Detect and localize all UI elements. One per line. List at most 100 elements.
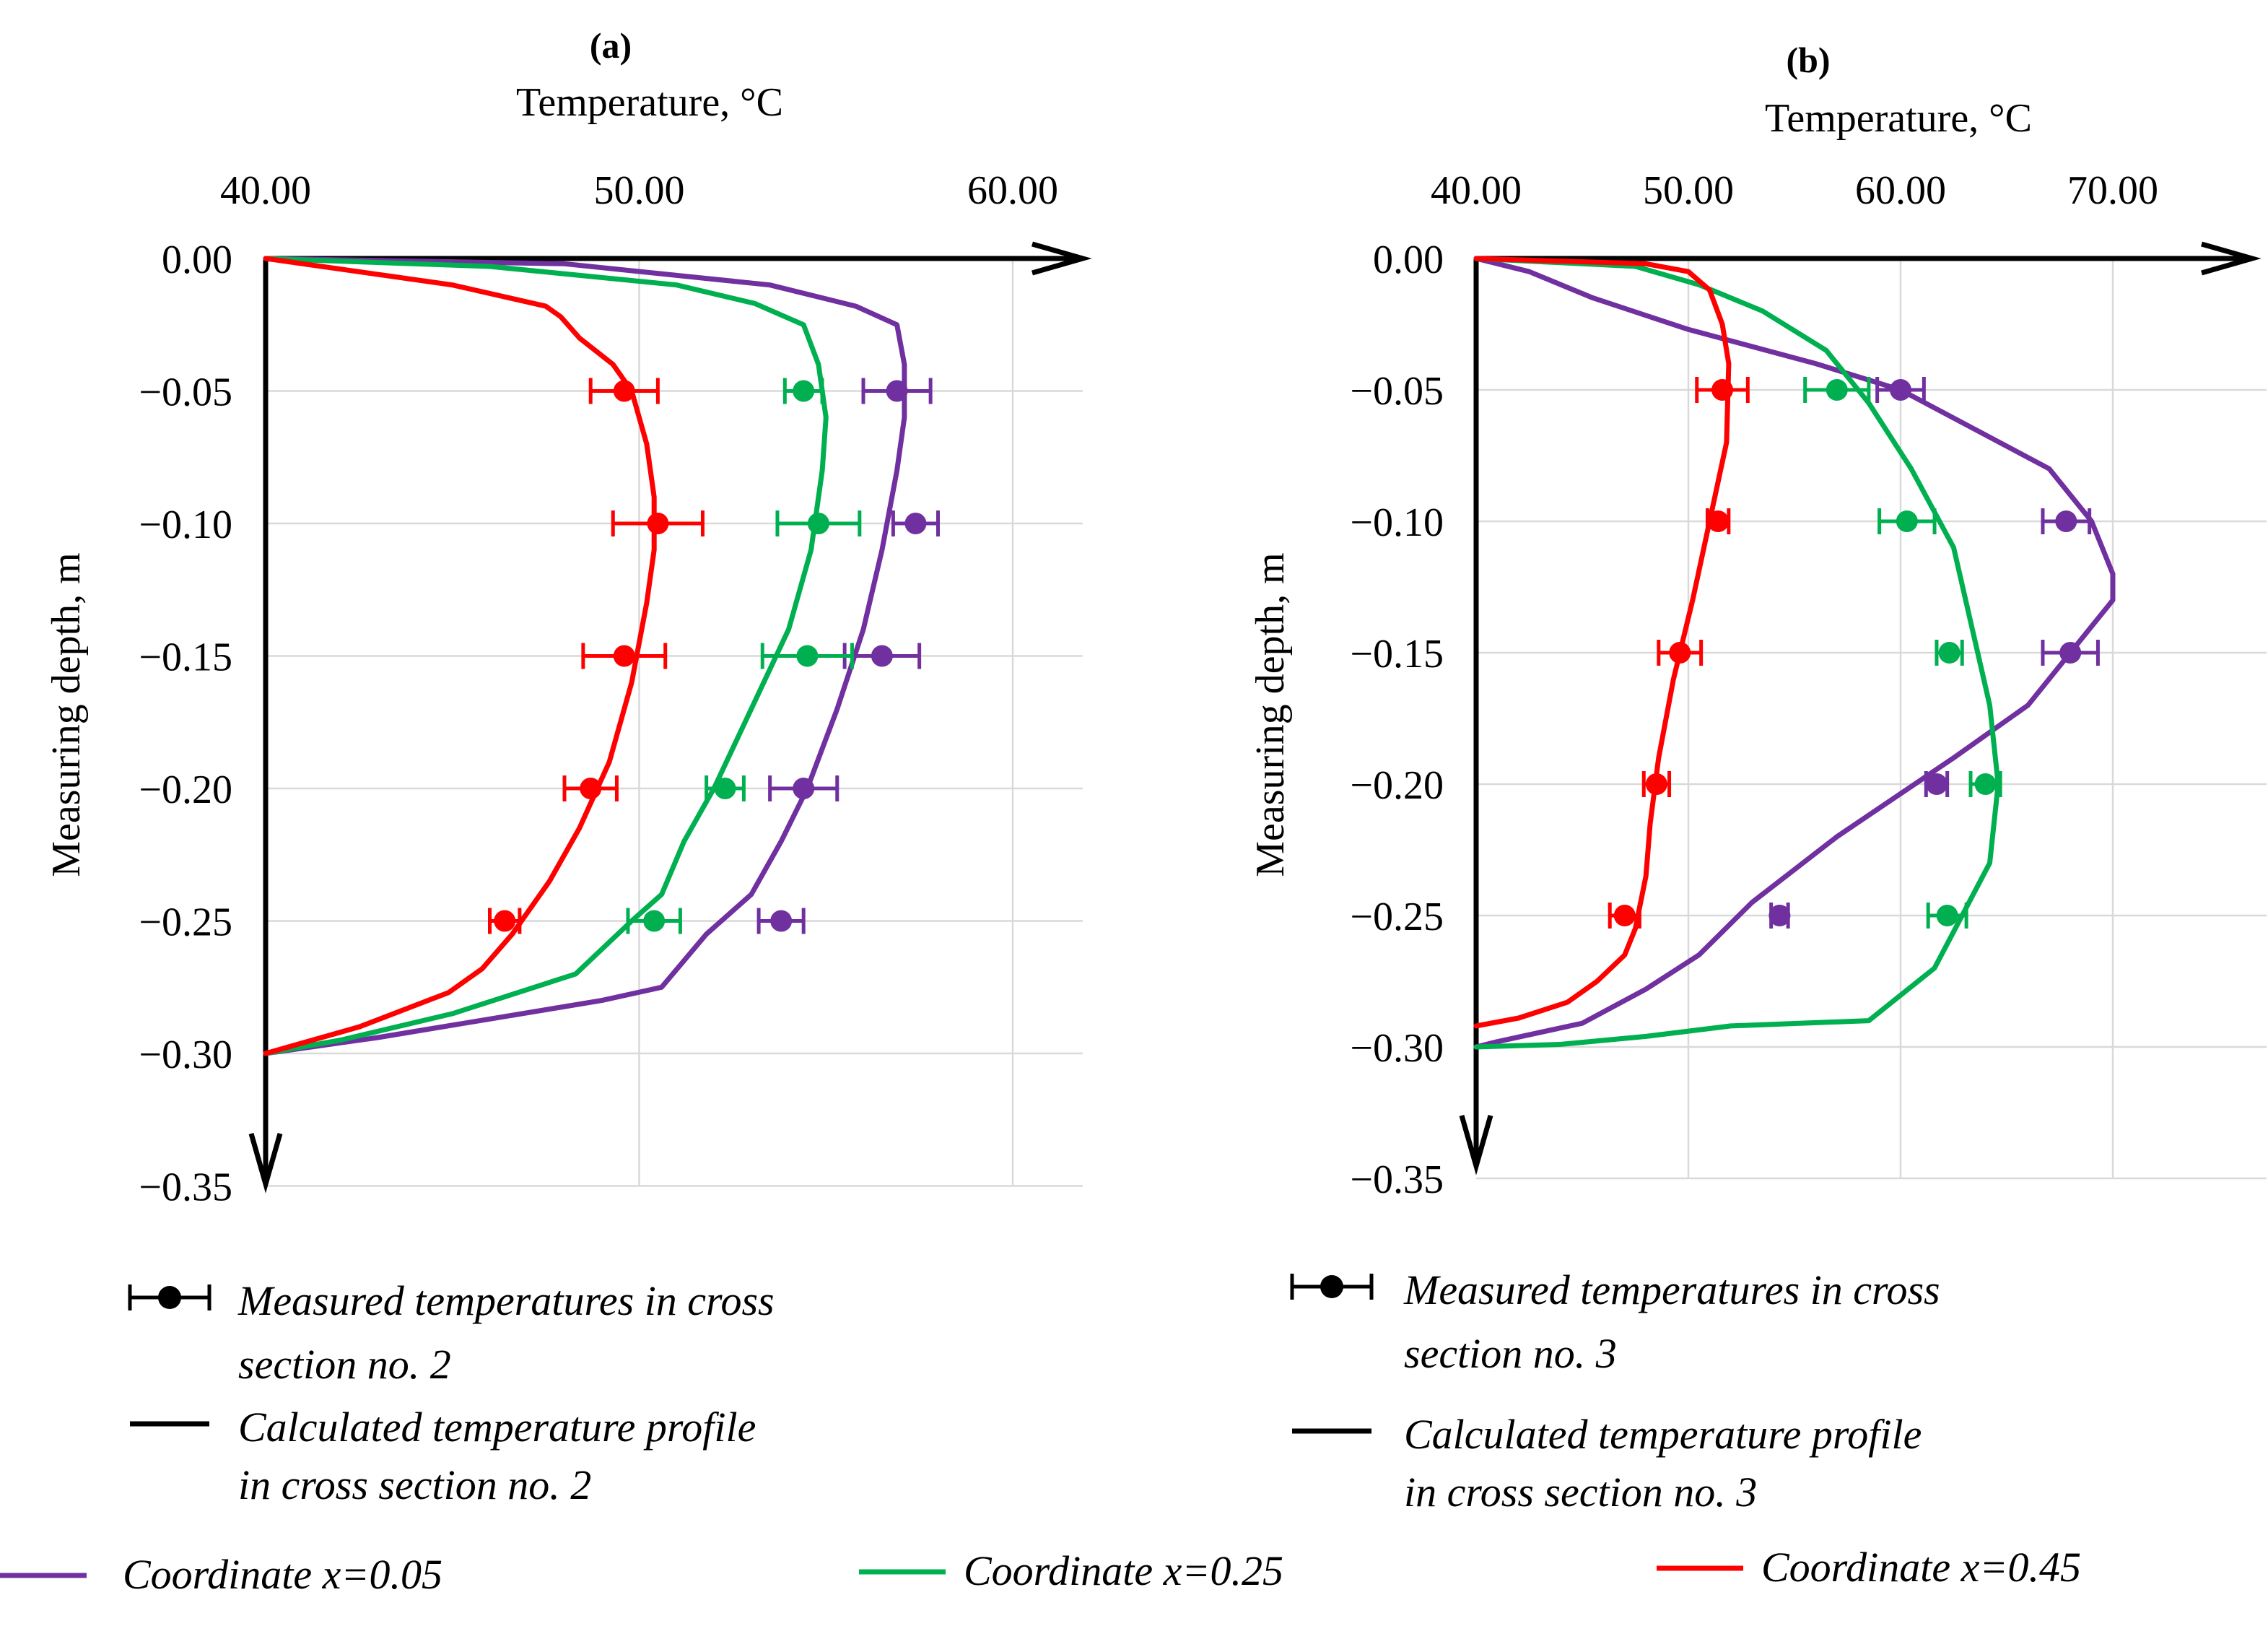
panel-b-coordinate-x-0-25-profile-line — [1473, 256, 2001, 1050]
panel-b-x-tick-label: 60.00 — [1855, 168, 1946, 213]
panel-b-coordinate-x-0-05-marker — [1768, 905, 1791, 926]
panel-a-coordinate-x-0-05-profile-line — [263, 256, 907, 1056]
panel-b-coordinate-x-0-05-marker — [1890, 379, 1911, 401]
panel-a-x-tick-label: 40.00 — [220, 168, 311, 213]
panel-b-x-axis-arrow — [2201, 241, 2262, 276]
panel-b-coordinate-x-0-45-measured-point — [1705, 508, 1731, 534]
panel-b-y-tick-label: −0.35 — [1350, 1157, 1444, 1202]
panel-a-coordinate-x-0-45-marker — [580, 778, 602, 799]
panel-b-legend-calculated-label-line: in cross section no. 3 — [1404, 1469, 1757, 1516]
panel-a-label: (a) — [590, 25, 632, 66]
panel-b-coordinate-x-0-25-marker — [1938, 642, 1960, 664]
panel-a-legend-measured-marker — [158, 1286, 181, 1309]
panel-a-y-axis-arrow — [248, 1133, 283, 1194]
panel-b-label: (b) — [1786, 40, 1830, 80]
panel-a-coordinate-x-0-25-marker — [796, 645, 819, 667]
panel-b-coordinate-x-0-25-measured-point — [1803, 377, 1871, 403]
panel-a-legend-calculated-label-line: Calculated temperature profile — [238, 1404, 756, 1451]
panel-a-coordinate-x-0-45-marker — [613, 645, 635, 667]
panel-a-coordinate-x-0-05-marker — [770, 910, 793, 932]
panel-a-coordinate-x-0-25-measured-point — [626, 908, 682, 934]
panel-b-coordinate-x-0-25-measured-point — [1935, 640, 1964, 666]
panel-b-x-tick-label: 70.00 — [2067, 168, 2158, 213]
panel-a-y-tick-label: 0.00 — [162, 238, 232, 282]
panel-b-coordinate-x-0-05-marker — [2055, 510, 2077, 532]
panel-b-coordinate-x-0-45-measured-point — [1608, 903, 1641, 929]
panel-b-coordinate-x-0-45-marker — [1707, 510, 1730, 532]
panel-b-legend: Measured temperatures in cross section no… — [1290, 1266, 1940, 1516]
panel-a-legend-calculated-label-line: in cross section no. 2 — [238, 1461, 591, 1508]
panel-b-y-tick-label: −0.15 — [1350, 632, 1444, 677]
panel-b-legend-measured-marker — [1320, 1275, 1343, 1298]
panel-b-coordinate-x-0-05-marker — [1925, 773, 1948, 795]
panel-a-coordinate-x-0-05-marker — [904, 513, 927, 534]
panel-a-coordinate-x-0-05-measured-point — [891, 510, 940, 536]
panel-a-y-tick-label: −0.15 — [139, 635, 232, 680]
panel-b-coordinate-x-0-05-measured-point — [2041, 508, 2092, 534]
panel-a-legend-measured-label: Measured temperatures in cross section no… — [237, 1277, 775, 1388]
panel-b-coordinate-x-0-05-profile-line — [1473, 256, 2116, 1050]
panel-b-coordinate-x-0-45-marker — [1645, 773, 1667, 795]
panel-b-coordinate-x-0-25-marker — [1974, 773, 1997, 795]
legend-coordinate-x-0-25-label: Coordinate x=0.25 — [964, 1547, 1283, 1594]
panel-a-x-axis-arrow — [1031, 241, 1092, 276]
panel-a-coordinate-x-0-45-marker — [613, 380, 635, 402]
panel-a-y-axis-title: Measuring depth, m — [44, 552, 89, 877]
panel-a-chart: 40.00 50.00 60.00 0.00 −0.05 −0.10 −0.15 −0.20 −… — [44, 25, 1092, 1210]
panel-a-coordinate-x-0-45-measured-point — [611, 510, 705, 536]
panel-a-y-tick-label: −0.25 — [139, 900, 232, 945]
panel-b-coordinate-x-0-45-measured-point — [1641, 771, 1672, 797]
panel-b-y-axis-arrow — [1459, 1115, 1493, 1175]
panel-a-coordinate-x-0-25-marker — [714, 778, 736, 799]
panel-a-coordinate-x-0-45-marker — [647, 513, 669, 534]
panel-b-legend-calculated-label-line: Calculated temperature profile — [1404, 1411, 1922, 1458]
panel-b-x-tick-label: 50.00 — [1643, 168, 1734, 213]
panel-b-y-tick-label: −0.25 — [1350, 895, 1444, 939]
panel-a-coordinate-x-0-45-measured-point — [562, 775, 619, 801]
panel-b-coordinate-x-0-25-marker — [1936, 905, 1958, 926]
panel-b-coordinate-x-0-25-marker — [1826, 379, 1848, 401]
panel-b-coordinate-x-0-45-profile-line — [1473, 256, 1732, 1029]
panel-b-coordinate-x-0-05-marker — [2059, 642, 2082, 664]
panel-b-coordinate-x-0-25-measured-point — [1926, 903, 1968, 929]
panel-a-x-tick-label: 50.00 — [594, 168, 685, 213]
panel-b-coordinate-x-0-45-measured-point — [1695, 377, 1750, 403]
panel-b-legend-measured-label-line: section no. 3 — [1404, 1330, 1617, 1377]
panel-a-coordinate-x-0-25-measured-point — [782, 378, 824, 404]
panel-a-legend-calculated-label: Calculated temperature profile in cross s… — [238, 1404, 756, 1508]
panel-b-coordinate-x-0-45-marker — [1711, 379, 1734, 401]
legend-coordinate-x-0-45-label: Coordinate x=0.45 — [1761, 1544, 2081, 1591]
panel-a-y-tick-label: −0.20 — [139, 768, 232, 812]
panel-b-y-tick-label: 0.00 — [1373, 238, 1444, 282]
panel-b-coordinate-x-0-25-marker — [1896, 510, 1918, 532]
panel-a-coordinate-x-0-05-marker — [793, 778, 815, 799]
panel-a-x-tick-label: 60.00 — [967, 168, 1058, 213]
panel-b-coordinate-x-0-05-measured-point — [2041, 640, 2100, 666]
panel-a-coordinate-x-0-25-measured-point — [760, 643, 854, 669]
panel-b-legend-calculated-label: Calculated temperature profile in cross s… — [1404, 1411, 1922, 1516]
panel-a-y-tick-label: −0.35 — [139, 1165, 232, 1210]
panel-a-coordinate-x-0-25-marker — [643, 910, 666, 932]
panel-b-coordinate-x-0-45-measured-point — [1657, 640, 1704, 666]
panel-b-y-tick-label: −0.30 — [1350, 1026, 1444, 1071]
panel-b-x-tick-label: 40.00 — [1431, 168, 1522, 213]
panel-b-y-axis-title: Measuring depth, m — [1248, 552, 1293, 877]
panel-a-y-tick-label: −0.10 — [139, 503, 232, 547]
panel-b-legend-measured-label: Measured temperatures in cross section no… — [1403, 1266, 1940, 1377]
panel-a-x-axis-title: Temperature, °C — [516, 80, 783, 125]
panel-a-coordinate-x-0-25-profile-line — [263, 256, 829, 1056]
panel-b-coordinate-x-0-25-measured-point — [1968, 771, 2002, 797]
panel-a-coordinate-x-0-05-marker — [886, 380, 908, 402]
panel-b-coordinate-x-0-45-marker — [1669, 642, 1691, 664]
panel-a-y-tick-label: −0.30 — [139, 1032, 232, 1077]
panel-b-chart: 40.00 50.00 60.00 70.00 0.00 −0.05 −0.10 −0.15 −… — [1248, 40, 2267, 1202]
panel-a-coordinate-x-0-05-measured-point — [756, 908, 806, 934]
panel-a-y-tick-label: −0.05 — [139, 370, 232, 415]
panel-b-coordinate-x-0-45-marker — [1613, 905, 1636, 926]
series-legend: Coordinate x=0.05 Coordinate x=0.25 Coordi… — [0, 1544, 2081, 1598]
panel-a-legend: Measured temperatures in cross section no… — [128, 1277, 775, 1508]
panel-a-coordinate-x-0-45-measured-point — [581, 643, 668, 669]
panel-b-legend-measured-label-line: Measured temperatures in cross — [1403, 1266, 1940, 1313]
panel-a-coordinate-x-0-45-measured-point — [488, 908, 522, 934]
